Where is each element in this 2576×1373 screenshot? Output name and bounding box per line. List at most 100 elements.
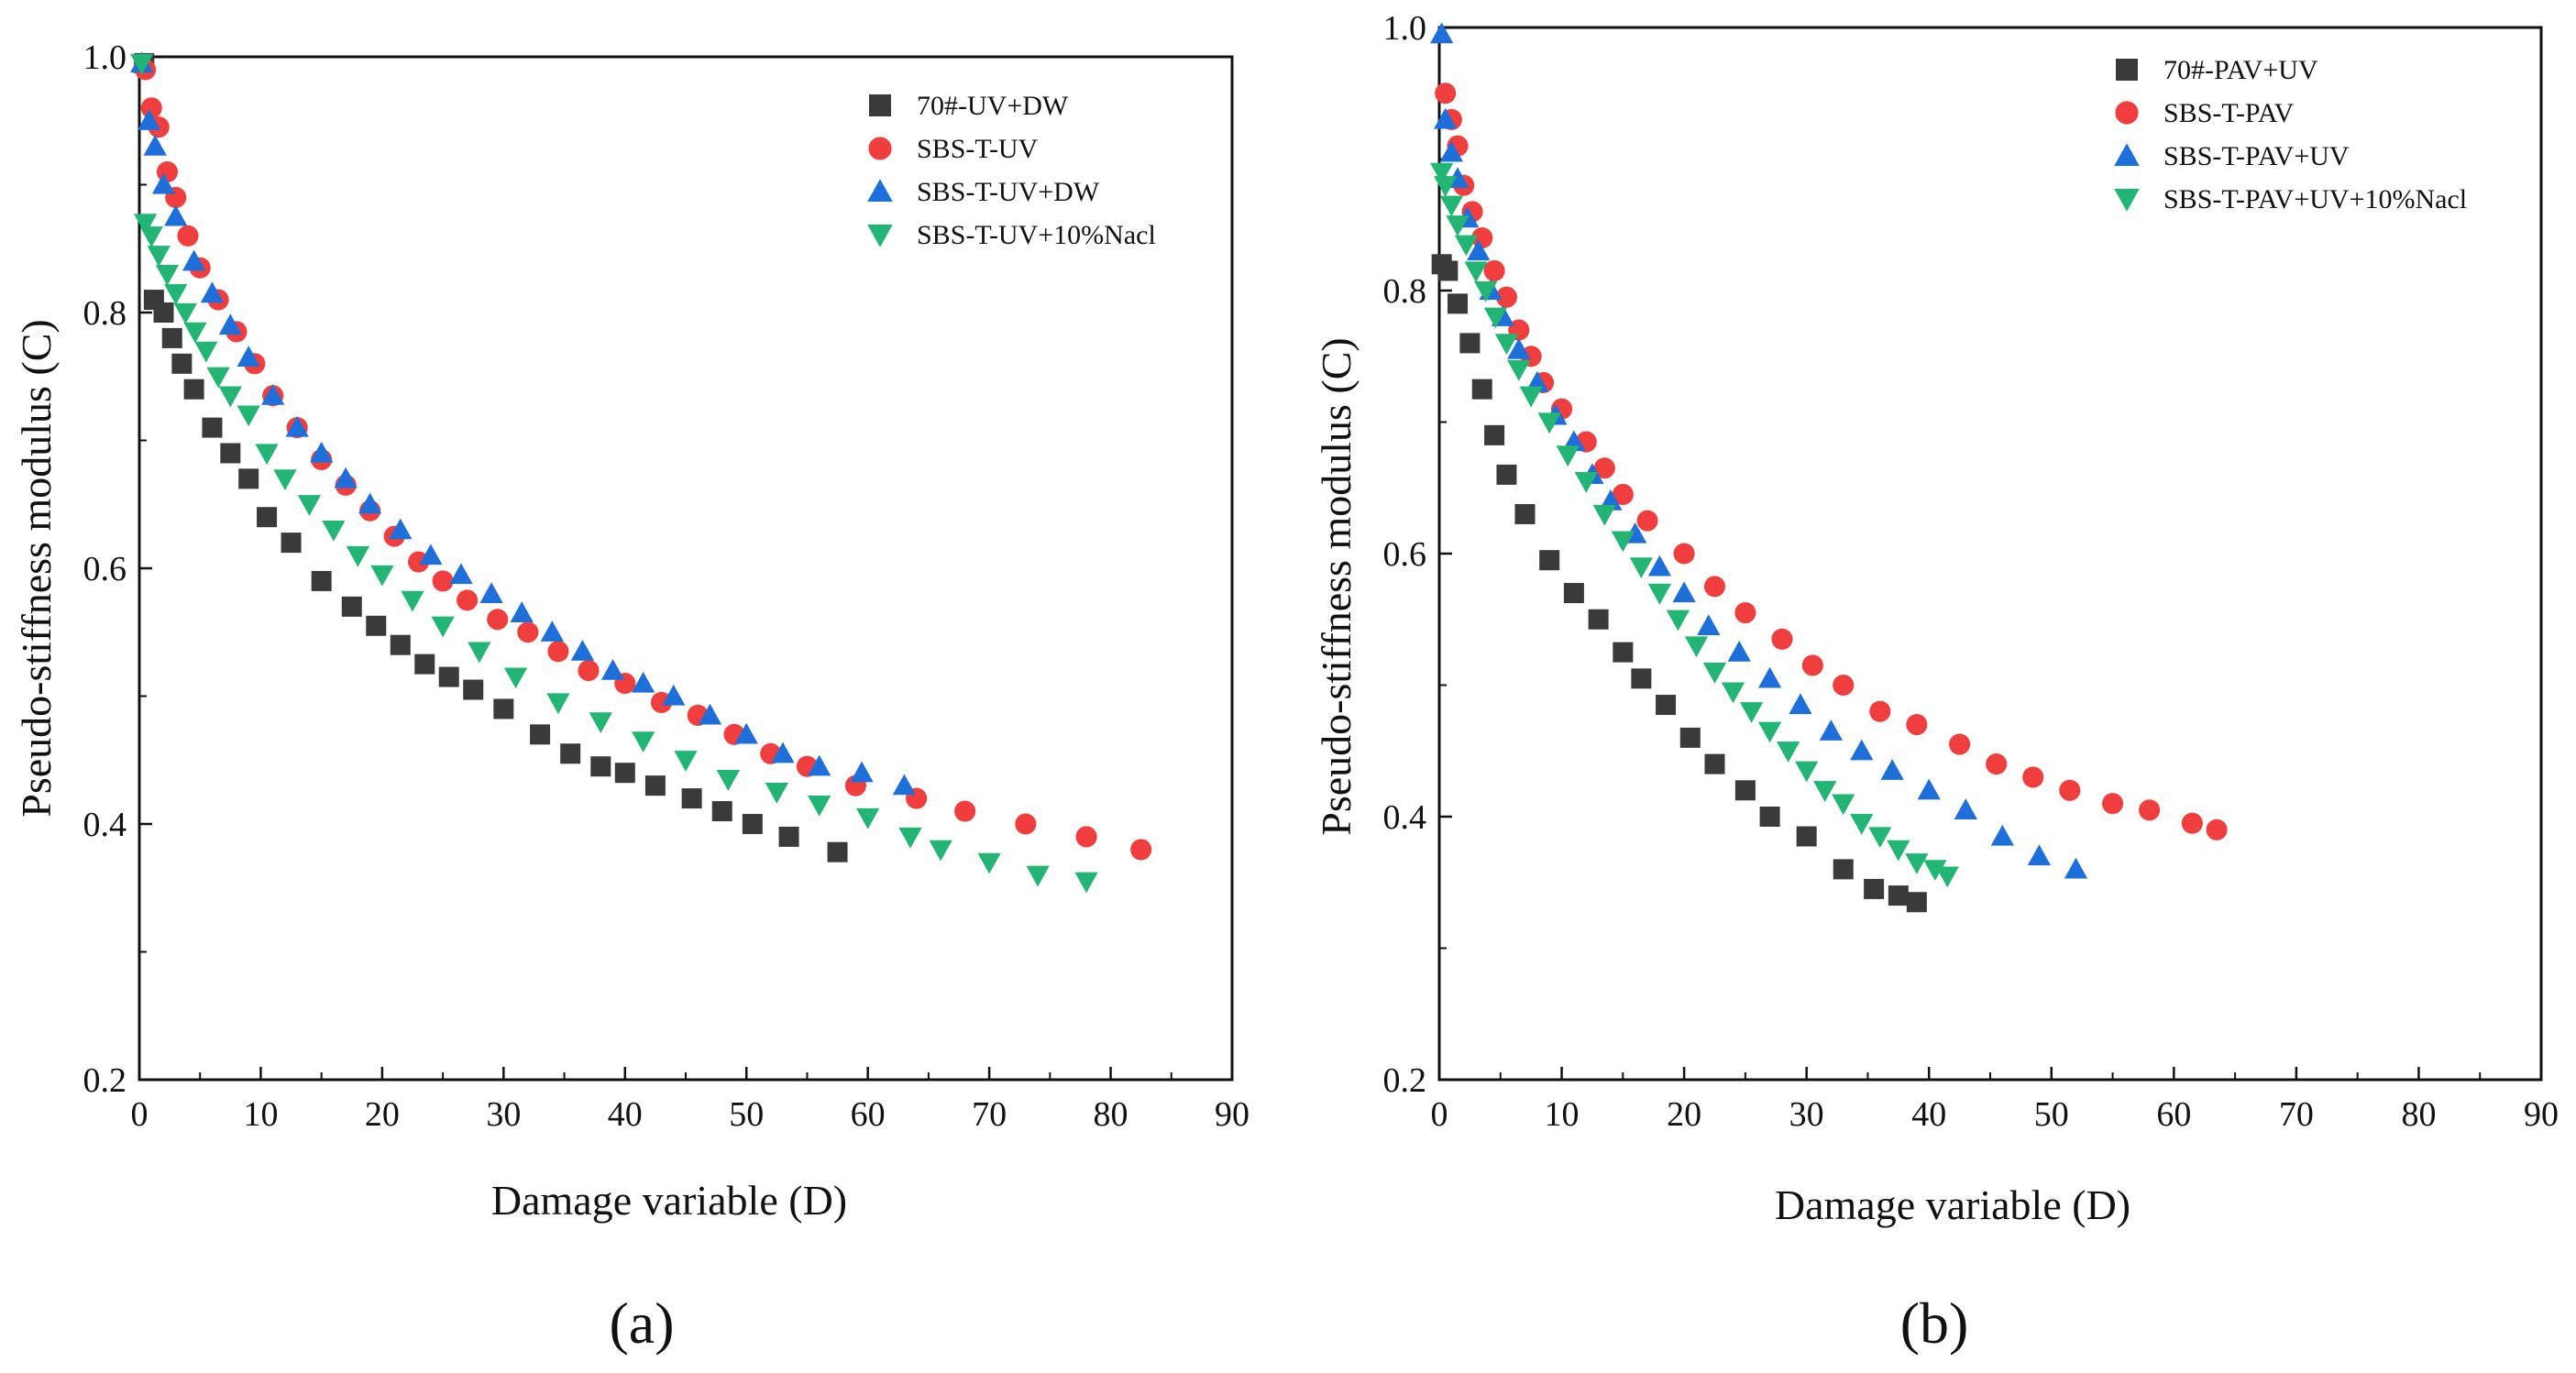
panel-a-data-point [173,302,197,324]
panel-b-data-point [1850,739,1874,761]
panel-a-data-point [517,621,539,643]
panel-b-series-0 [1431,254,1927,913]
panel-b-data-point [1833,674,1855,697]
panel-a-y-tick-label: 1.0 [83,38,127,77]
panel-b-data-point [1439,140,1464,162]
panel-a-data-point [390,634,411,655]
panel-a-data-point [590,756,611,777]
panel-a-data-point [742,814,763,834]
panel-b-data-point [1495,286,1518,308]
panel-a-data-point [662,684,686,706]
panel-a-data-point [457,589,479,611]
panel-b-data-point [1483,259,1505,282]
panel-b-data-point [1734,780,1756,801]
panel-b-legend-label: SBS-T-PAV [2163,98,2295,128]
panel-b-x-tick-label: 90 [2524,1095,2559,1134]
panel-a-data-point [151,172,176,194]
panel-b-data-point [1629,557,1654,578]
panel-a-data-point [778,826,799,847]
panel-a-data-point [1075,826,1097,848]
panel-a-data-point [432,570,454,592]
panel-b-data-point [1776,741,1800,763]
panel-a-series-3 [129,53,1098,894]
panel-b-data-point [1935,866,1959,888]
panel-b-data-point [1923,860,1947,882]
panel-b-series-3 [1430,162,1959,888]
panel-a-data-point [183,322,207,344]
panel-a-data-point [341,596,362,617]
panel-a-data-point [578,660,600,682]
panel-a-plot-frame [138,55,1234,1082]
panel-b-data-point [1949,733,1971,755]
panel-b-data-point [1454,235,1479,257]
panel-b-data-point [1435,82,1457,104]
panel-b-legend-label: SBS-T-PAV+UV+10%Nacl [2163,184,2467,214]
panel-b-series-2 [1430,22,2088,879]
panel-a-data-point [139,226,163,247]
panel-b-data-point [2022,766,2044,788]
panel-b: 0 10 20 30 40 50 60 70 80 90 0.2 0.4 0.6 0.8 1.0 70#-P… [1313,9,2559,1356]
panel-b-data-point [1850,814,1874,835]
panel-a-data-point [547,641,569,663]
panel-a-data-point [237,346,260,367]
panel-b-data-point [1434,176,1458,197]
panel-a-data-point [261,384,285,405]
panel-b-legend-label: SBS-T-PAV+UV [2163,141,2350,171]
panel-b-data-point [1672,581,1696,603]
panel-b-data-point [1613,642,1634,663]
panel-a-data-point [765,783,788,804]
panel-a: 0 10 20 30 40 50 60 70 80 90 0.2 0.4 0.6 0.8 1.0 70#-U… [13,38,1249,1356]
panel-b-x-tick-label: 70 [2279,1095,2314,1134]
panel-a-data-point [546,693,570,715]
panel-a-data-point [419,544,443,566]
panel-a-data-point [202,417,223,438]
panel-a-x-tick-label: 40 [608,1095,643,1134]
panel-a-data-point [310,441,334,463]
panel-b-data-point [1832,794,1855,816]
panel-b-data-point [1519,386,1543,408]
panel-a-data-point [674,751,698,772]
panel-a-data-point [143,135,167,156]
panel-b-data-point [1757,666,1782,688]
panel-a-series-2 [129,51,917,796]
panel-b-legend-marker [2114,188,2140,212]
panel-a-data-point [164,283,188,305]
panel-b-data-point [1739,702,1764,723]
panel-a-x-tick-label: 10 [243,1095,278,1134]
panel-b-legend-label: 70#-PAV+UV [2163,55,2318,85]
panel-a-data-point [631,731,655,752]
panel-b-ticks: 0 10 20 30 40 50 60 70 80 90 0.2 0.4 0.6 0.8 1.0 [1383,9,2559,1134]
panel-a-data-point [827,841,848,862]
panel-b-data-point [1704,753,1725,774]
panel-a-y-axis-label: Pseudo-stiffness modulus (C) [13,319,60,818]
panel-b-data-point [1592,504,1616,526]
panel-b-y-tick-label: 0.6 [1383,535,1427,574]
panel-b-data-point [1471,379,1492,400]
panel-b-data-point [1906,892,1927,913]
panel-b-data-point [1990,824,2015,846]
panel-b-data-point [1474,280,1498,302]
panel-b-data-point [1833,859,1854,880]
panel-b-data-point [1801,654,1823,676]
panel-b-data-point [1574,471,1598,493]
panel-a-legend-marker [869,94,891,116]
panel-b-data-point [1986,753,2008,775]
panel-b-data-point [2064,857,2088,879]
panel-a-data-point [734,722,758,744]
panel-b-x-tick-label: 60 [2156,1095,2191,1134]
panel-b-data-point [1556,445,1580,467]
panel-a-data-point [133,214,158,235]
panel-a-x-axis-label: Damage variable (D) [491,1177,847,1224]
panel-a-data-point [850,761,874,783]
panel-b-data-point [1759,807,1780,827]
panel-b-y-tick-label: 1.0 [1383,9,1427,48]
panel-a-y-tick-label: 0.4 [83,806,127,844]
panel-a-data-point [898,827,922,849]
panel-a-x-tick-label: 60 [851,1095,886,1134]
panel-b-points [1430,22,2228,913]
panel-a-data-point [414,654,435,675]
panel-b-data-point [1539,550,1560,571]
panel-a-data-point [698,703,722,725]
panel-b-data-point [1887,840,1910,862]
panel-a-data-point [560,743,581,764]
